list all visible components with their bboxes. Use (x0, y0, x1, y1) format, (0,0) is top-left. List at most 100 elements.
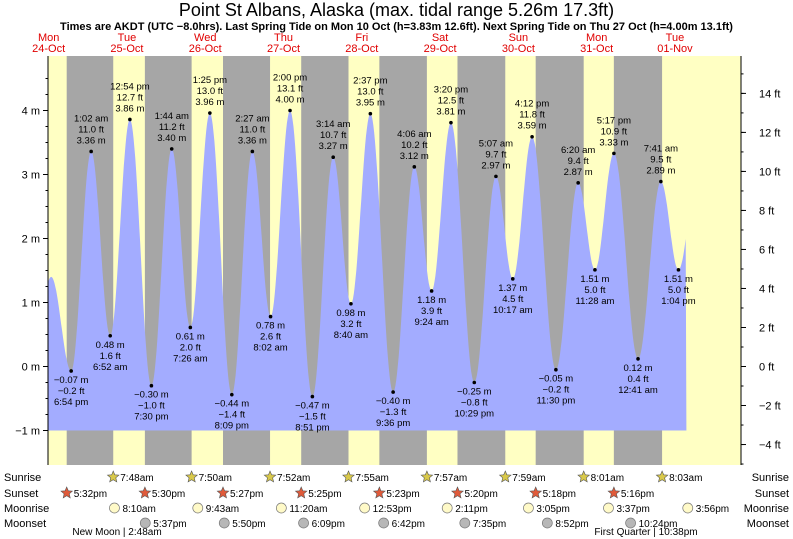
sunrise-time: 7:55am (355, 473, 388, 484)
tide-height-area (48, 110, 687, 431)
day-weekday: Mon (586, 32, 607, 44)
high-tide-label: 10.7 ft (320, 130, 347, 141)
day-weekday: Tue (118, 32, 137, 44)
day-weekday: Sun (509, 32, 529, 44)
low-tide-label: −1.0 ft (138, 401, 165, 412)
left-tick-label: −1 m (15, 426, 40, 438)
high-tide-label: 3.86 m (115, 103, 144, 114)
row-label-left: Moonset (4, 518, 46, 530)
low-tide-label: 11:28 am (575, 296, 614, 307)
high-tide-label: 2:37 pm (353, 76, 387, 87)
low-tide-dot (510, 277, 515, 281)
sunrise-star-icon (577, 470, 591, 483)
high-tide-label: 1:25 pm (193, 75, 227, 86)
left-tick-label: 1 m (22, 298, 40, 310)
row-label-left: Sunrise (4, 472, 41, 484)
sunrise-star-icon (263, 470, 277, 483)
low-tide-label: −1.4 ft (218, 410, 245, 421)
high-tide-label: 10.2 ft (401, 140, 428, 151)
moonset-moon-icon (459, 517, 471, 529)
right-tick-label: 14 ft (759, 88, 780, 100)
moonset-moon-icon (298, 517, 309, 529)
high-tide-label: 9.5 ft (650, 155, 671, 166)
sunset-star-icon (529, 486, 543, 499)
moonset-time: 8:52pm (555, 519, 588, 530)
moonset-moon-icon (625, 517, 636, 529)
low-tide-dot (429, 289, 434, 293)
sunset-time: 5:16pm (621, 489, 654, 500)
right-tick-label: 6 ft (759, 244, 774, 256)
low-tide-label: 3.9 ft (421, 306, 442, 317)
row-label-right: Moonset (747, 518, 789, 530)
sunset-time: 5:25pm (308, 489, 341, 500)
high-tide-dot (331, 155, 335, 160)
low-tide-label: 7:30 pm (134, 412, 168, 423)
right-tick-label: 0 ft (759, 362, 774, 374)
right-tick-label: 4 ft (759, 283, 774, 295)
day-date: 25-Oct (110, 43, 143, 55)
low-tide-label: −0.2 ft (543, 385, 570, 396)
row-label-left: Moonrise (4, 503, 49, 515)
sunrise-time: 7:59am (512, 473, 545, 484)
low-tide-label: 4.5 ft (502, 294, 523, 305)
low-tide-label: 8:51 pm (295, 423, 329, 434)
moonset-time: 5:50pm (232, 519, 265, 530)
moonrise-time: 3:56pm (696, 504, 729, 515)
high-tide-label: 13.0 ft (197, 86, 224, 97)
high-tide-label: 3.95 m (356, 98, 385, 109)
high-tide-label: 10.9 ft (601, 126, 628, 137)
low-tide-dot (472, 380, 477, 385)
low-tide-label: 2.6 ft (260, 332, 281, 343)
right-tick-label: 10 ft (759, 166, 780, 178)
low-tide-dot (268, 314, 273, 319)
right-tick-label: 8 ft (759, 205, 774, 217)
high-tide-label: 3.12 m (400, 151, 429, 162)
low-tide-label: 1.6 ft (100, 351, 121, 362)
day-date: 26-Oct (189, 43, 222, 55)
moonrise-moon-icon (109, 502, 120, 514)
high-tide-label: 13.0 ft (357, 87, 384, 98)
high-tide-dot (659, 179, 663, 184)
row-label-left: Sunset (4, 488, 38, 500)
sunrise-time: 7:57am (434, 473, 467, 484)
high-tide-label: 11.2 ft (159, 122, 185, 133)
high-tide-dot (288, 108, 292, 113)
low-tide-dot (108, 333, 113, 338)
chart-title: Point St Albans, Alaska (max. tidal rang… (179, 0, 614, 20)
low-tide-label: −0.07 m (54, 375, 89, 386)
high-tide-label: 11.0 ft (78, 124, 104, 135)
low-tide-label: 6:54 pm (54, 397, 88, 408)
row-label-right: Sunrise (752, 472, 789, 484)
left-tick-label: 0 m (22, 362, 40, 374)
sunrise-time: 7:48am (120, 473, 153, 484)
high-tide-label: 9.4 ft (568, 156, 589, 167)
high-tide-label: 7:41 am (644, 144, 678, 155)
low-tide-label: 0.61 m (176, 331, 205, 342)
day-weekday: Wed (194, 32, 216, 44)
moonset-moon-icon (541, 517, 553, 529)
high-tide-label: 3:20 pm (434, 85, 468, 96)
high-tide-dot (530, 134, 534, 139)
low-tide-label: 8:02 am (253, 343, 287, 354)
day-date: 01-Nov (657, 43, 693, 55)
high-tide-label: 1:44 am (155, 111, 189, 122)
high-tide-label: 3.96 m (195, 97, 224, 108)
high-tide-label: 3:14 am (316, 119, 350, 130)
row-label-right: Sunset (755, 488, 789, 500)
moonrise-moon-icon (682, 502, 694, 514)
sunset-star-icon (216, 486, 230, 499)
low-tide-label: −0.8 ft (461, 398, 488, 409)
low-tide-label: −0.25 m (457, 387, 492, 398)
low-tide-label: 2.0 ft (180, 342, 201, 353)
high-tide-label: 2.97 m (481, 160, 510, 171)
sunset-star-icon (372, 486, 386, 499)
axes: −1 m 0 m 1 m 2 m 3 m 4 m −4 ft −2 ft 0 ft 2 ft 4 f… (15, 56, 781, 465)
low-tide-label: 1.51 m (580, 274, 609, 285)
sunset-time: 5:20pm (464, 489, 497, 500)
moonset-moon-icon (218, 517, 230, 529)
sunset-star-icon (60, 486, 74, 499)
low-tide-label: 10:17 am (493, 305, 533, 316)
day-weekday: Sat (432, 32, 449, 44)
